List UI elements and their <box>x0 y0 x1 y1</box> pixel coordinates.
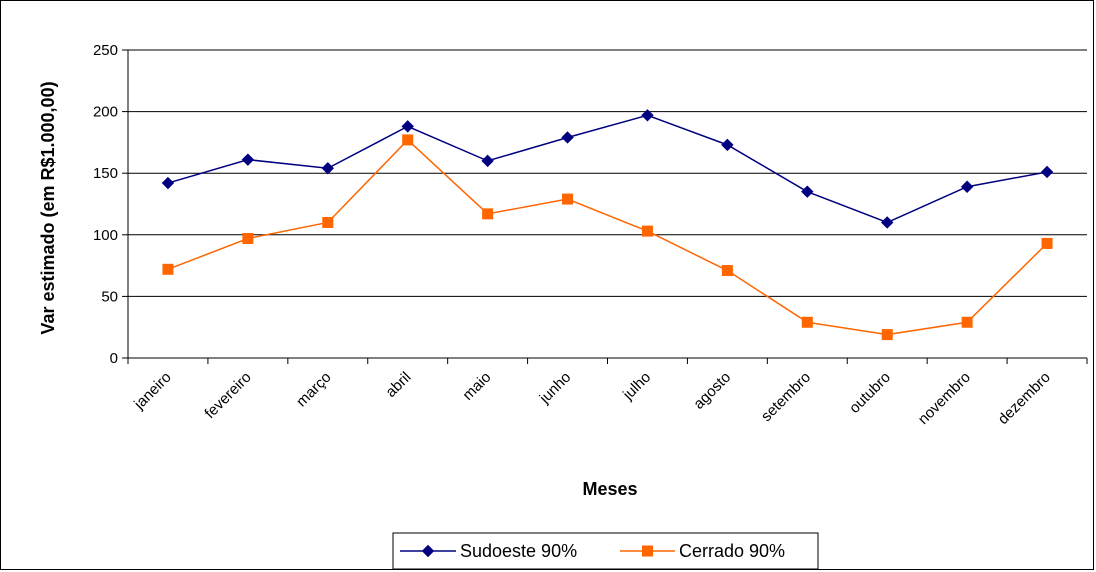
x-tick-label: janeiro <box>130 369 175 414</box>
y-axis-title: Var estimado (em R$1.000,00) <box>38 81 58 334</box>
data-point <box>401 120 414 133</box>
data-point <box>562 193 574 205</box>
legend-label: Sudoeste 90% <box>460 541 577 561</box>
y-tick-labels: 0 50 100 150 200 250 <box>93 42 118 367</box>
legend: Sudoeste 90% Cerrado 90% <box>392 532 819 570</box>
y-tick-label: 150 <box>93 165 118 182</box>
data-point <box>1041 237 1053 249</box>
gridlines <box>128 49 1087 297</box>
x-tick-label: maio <box>459 369 494 404</box>
series-2 <box>162 134 1053 341</box>
legend-marker <box>642 545 653 557</box>
x-axis-title: Meses <box>582 479 637 499</box>
data-point <box>641 225 653 237</box>
series-group <box>161 109 1054 341</box>
y-tick-label: 250 <box>93 42 118 59</box>
series-line <box>167 114 1048 224</box>
data-point <box>402 134 414 146</box>
data-point <box>721 265 733 277</box>
data-point <box>1040 165 1054 179</box>
y-tick-label: 100 <box>93 227 118 244</box>
legend-box <box>392 532 819 570</box>
data-point <box>482 208 494 220</box>
legend-marker <box>421 544 435 558</box>
legend-entry: Cerrado 90% <box>620 541 785 561</box>
legend-label: Cerrado 90% <box>679 541 785 561</box>
data-point <box>881 216 894 229</box>
x-tick-label: dezembro <box>995 369 1054 428</box>
y-tick-label: 200 <box>93 104 118 121</box>
x-tick-label: outubro <box>846 369 894 417</box>
data-point <box>641 109 654 122</box>
data-point <box>721 138 734 152</box>
data-point <box>161 176 175 190</box>
x-tick-label: junho <box>536 369 575 408</box>
y-tick-label: 50 <box>101 288 118 305</box>
data-point <box>881 329 893 341</box>
x-tick-label: novembro <box>915 369 974 428</box>
data-point <box>961 316 973 328</box>
x-tick-label: abril <box>382 369 414 401</box>
data-point <box>242 232 254 244</box>
data-point <box>801 185 814 198</box>
data-point <box>561 131 574 144</box>
series-1 <box>161 109 1054 229</box>
x-tick-label: julho <box>619 369 654 404</box>
data-point <box>481 154 494 168</box>
x-tick-label: fevereiro <box>201 369 254 422</box>
x-tick-label: março <box>293 369 334 410</box>
x-tick-label: agosto <box>690 369 734 413</box>
x-tick-label: setembro <box>758 369 814 425</box>
data-point <box>321 162 334 175</box>
series-line <box>167 138 1048 336</box>
legend-entry: Sudoeste 90% <box>400 541 577 561</box>
data-point <box>162 263 174 275</box>
axes <box>122 49 1088 364</box>
data-point <box>801 316 813 328</box>
x-tick-labels: janeiro fevereiro março abril maio junho julho… <box>130 369 1054 428</box>
y-tick-label: 0 <box>110 350 118 367</box>
data-point <box>960 180 974 193</box>
data-point <box>241 153 255 166</box>
data-point <box>322 216 334 228</box>
